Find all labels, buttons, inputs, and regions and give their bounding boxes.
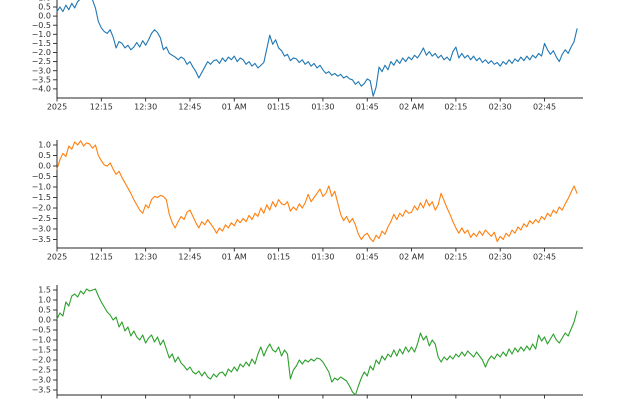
x-tick-label: 02 AM [399, 103, 424, 112]
y-tick-label: −1.5 [32, 346, 51, 355]
y-tick-label: −3.5 [32, 386, 51, 395]
y-tick-label: −3.5 [32, 235, 51, 244]
y-tick-label: −2.5 [32, 57, 51, 66]
x-tick-label: 01 AM [222, 103, 247, 112]
chart-2-y-ticks: 1.00.5 0.0−0.5 −1.0−1.5 −2.0−2.5 −3.0−3.5 [32, 141, 57, 244]
y-tick-label: 1.0 [38, 296, 51, 305]
y-tick-label: −1.0 [32, 30, 51, 39]
y-tick-label: 1.5 [38, 286, 51, 295]
x-tick-label: 02:30 [489, 103, 512, 112]
y-tick-label: 0.0 [38, 12, 51, 21]
chart-3-x-ticks [56, 395, 545, 399]
x-tick-label: 01:30 [311, 103, 334, 112]
chart-3: 1.51.00.50.0−0.5−1.0−1.5−2.0−2.5−3.0−3.5 [32, 285, 583, 399]
x-tick-label: 01:45 [356, 253, 379, 262]
chart-2-x-ticks: 2025 12:15 12:30 12:45 01 AM 01:15 01:30 01:45 0… [47, 248, 556, 262]
x-tick-label: 2025 [47, 103, 67, 112]
x-tick-label: 02:30 [489, 253, 512, 262]
x-tick-label: 12:45 [178, 103, 201, 112]
y-tick-label: 0.5 [38, 3, 51, 12]
chart-3-y-ticks: 1.51.00.50.0−0.5−1.0−1.5−2.0−2.5−3.0−3.5 [32, 286, 57, 395]
x-tick-label: 02 AM [399, 253, 424, 262]
y-tick-label: −2.5 [32, 214, 51, 223]
chart-1: 1.00.50.0−0.5−1.0−1.5−2.0−2.5−3.0−3.5−4.… [32, 0, 583, 112]
x-tick-label: 12:45 [178, 253, 201, 262]
y-tick-label: −3.0 [32, 376, 51, 385]
y-tick-label: 1.0 [38, 141, 51, 150]
x-tick-label: 2025 [47, 253, 67, 262]
x-tick-label: 01:15 [267, 103, 290, 112]
y-tick-label: −1.5 [32, 193, 51, 202]
y-tick-label: −2.0 [32, 48, 51, 57]
y-tick-label: −2.0 [32, 356, 51, 365]
chart-1-x-ticks: 2025 12:15 12:30 12:45 01 AM 01:15 01:30 01:45 0… [47, 98, 556, 112]
x-tick-label: 12:15 [90, 103, 113, 112]
y-tick-label: −2.0 [32, 204, 51, 213]
y-tick-label: −0.5 [32, 21, 51, 30]
y-tick-label: −3.0 [32, 225, 51, 234]
y-tick-label: −0.5 [32, 172, 51, 181]
y-tick-label: 0.0 [38, 316, 51, 325]
top-series-line [56, 0, 578, 97]
chart-1-y-ticks: 1.00.50.0−0.5−1.0−1.5−2.0−2.5−3.0−3.5−4.… [32, 0, 57, 94]
y-tick-label: −4.0 [32, 85, 51, 94]
y-tick-label: −3.0 [32, 66, 51, 75]
chart-2: 1.00.5 0.0−0.5 −1.0−1.5 −2.0−2.5 −3.0−3.5 202… [32, 140, 583, 262]
x-tick-label: 12:30 [134, 103, 157, 112]
y-tick-label: −1.0 [32, 336, 51, 345]
x-tick-label: 01:15 [267, 253, 290, 262]
middle-series-line [56, 140, 578, 243]
x-tick-label: 01 AM [222, 253, 247, 262]
y-tick-label: 1.0 [38, 0, 51, 3]
y-tick-label: −1.5 [32, 39, 51, 48]
y-tick-label: −1.0 [32, 183, 51, 192]
x-tick-label: 12:30 [134, 253, 157, 262]
x-tick-label: 02:45 [533, 253, 556, 262]
x-tick-label: 02:15 [444, 103, 467, 112]
x-tick-label: 12:15 [90, 253, 113, 262]
x-tick-label: 01:30 [311, 253, 334, 262]
y-tick-label: −3.5 [32, 75, 51, 84]
y-tick-label: −2.5 [32, 366, 51, 375]
bottom-series-line [56, 288, 578, 396]
x-tick-label: 01:45 [356, 103, 379, 112]
y-tick-label: 0.5 [38, 306, 51, 315]
y-tick-label: 0.5 [38, 151, 51, 160]
x-tick-label: 02:45 [533, 103, 556, 112]
y-tick-label: −0.5 [32, 326, 51, 335]
y-tick-label: 0.0 [38, 162, 51, 171]
x-tick-label: 02:15 [444, 253, 467, 262]
